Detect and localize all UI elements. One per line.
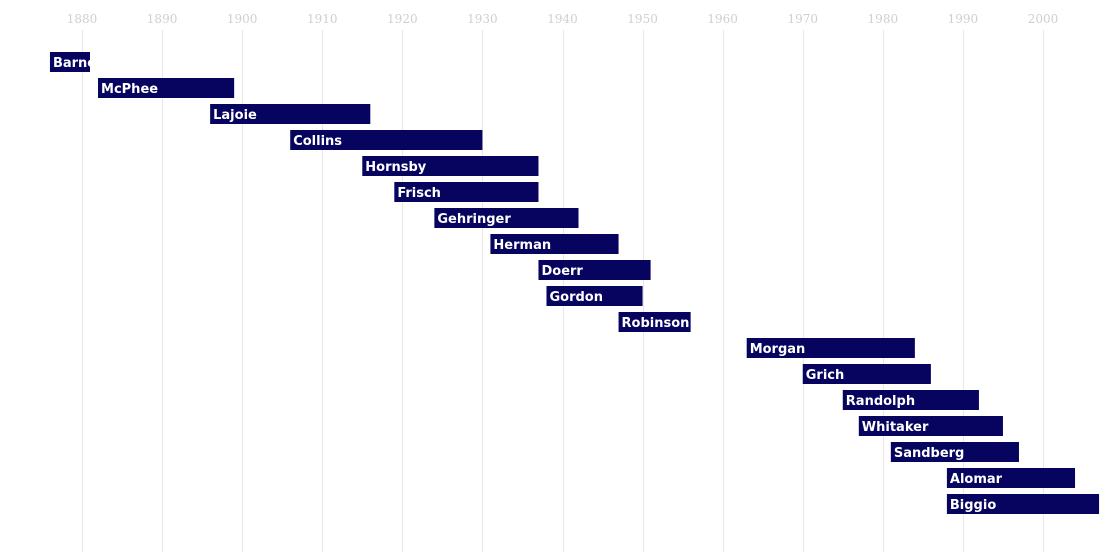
bar-label-lajoie: Lajoie [213,108,257,123]
bar-herman [490,234,619,254]
x-tick-label: 1890 [147,12,178,26]
bar-doerr [538,260,651,280]
bar-gordon [546,286,643,306]
bar-group-gordon: Gordon [546,286,643,306]
bar-group-randolph: Randolph [842,390,979,410]
bar-label-doerr: Doerr [541,264,583,279]
bars: Barnes McPhee Lajoie Collins Hornsby Frisch Ge… [49,52,1100,514]
bar-biggio [946,494,1100,514]
bar-label-robinson: Robinson [622,316,690,331]
bar-label-morgan: Morgan [750,342,806,357]
x-tick-label: 1930 [467,12,498,26]
bar-group-biggio: Biggio [946,494,1100,514]
bar-group-doerr: Doerr [538,260,651,280]
bar-whitaker [858,416,1003,436]
bar-group-hornsby: Hornsby [362,156,539,176]
bar-group-sandberg: Sandberg [890,442,1019,462]
bar-group-whitaker: Whitaker [858,416,1003,436]
bar-robinson [618,312,691,332]
bar-label-alomar: Alomar [950,472,1003,487]
bar-group-frisch: Frisch [394,182,539,202]
bar-barnes [49,52,91,72]
bar-group-barnes: Barnes [49,52,104,72]
bar-group-collins: Collins [290,130,483,150]
bar-gehringer [434,208,579,228]
bar-group-alomar: Alomar [946,468,1076,488]
x-tick-label: 2000 [1028,12,1059,26]
x-tick-label: 1990 [948,12,979,26]
x-tick-label: 1900 [227,12,258,26]
bar-lajoie [210,104,371,124]
x-tick-label: 1880 [67,12,98,26]
bar-label-whitaker: Whitaker [862,420,929,435]
x-tick-label: 1950 [627,12,658,26]
bar-label-mcphee: McPhee [101,82,158,97]
x-tick-label: 1970 [787,12,818,26]
x-tick-label: 1960 [707,12,738,26]
bar-group-robinson: Robinson [618,312,691,332]
bar-label-randolph: Randolph [846,394,915,409]
bar-label-hornsby: Hornsby [365,160,427,175]
bar-group-herman: Herman [490,234,619,254]
bar-mcphee [98,78,235,98]
x-tick-label: 1920 [387,12,418,26]
bar-label-barnes: Barnes [53,56,104,71]
bar-label-biggio: Biggio [950,498,996,513]
bar-label-collins: Collins [293,134,342,149]
x-axis-ticks: 1880 1890 1900 1910 1920 1930 1940 1950 1960 1970… [67,12,1059,26]
x-tick-label: 1980 [868,12,899,26]
bar-group-gehringer: Gehringer [434,208,579,228]
bar-collins [290,130,483,150]
bar-alomar [946,468,1076,488]
bar-label-grich: Grich [806,368,845,383]
bar-morgan [746,338,915,358]
x-tick-label: 1910 [307,12,338,26]
bar-group-mcphee: McPhee [98,78,235,98]
bar-grich [802,364,931,384]
bar-label-frisch: Frisch [397,186,441,201]
x-tick-label: 1940 [547,12,578,26]
bar-label-gehringer: Gehringer [437,212,511,227]
bar-label-herman: Herman [493,238,551,253]
bar-group-morgan: Morgan [746,338,915,358]
bar-randolph [842,390,979,410]
bar-group-lajoie: Lajoie [210,104,371,124]
bar-label-gordon: Gordon [549,290,603,305]
bar-label-sandberg: Sandberg [894,446,965,461]
bar-hornsby [362,156,539,176]
bar-sandberg [890,442,1019,462]
bar-frisch [394,182,539,202]
bar-group-grich: Grich [802,364,931,384]
